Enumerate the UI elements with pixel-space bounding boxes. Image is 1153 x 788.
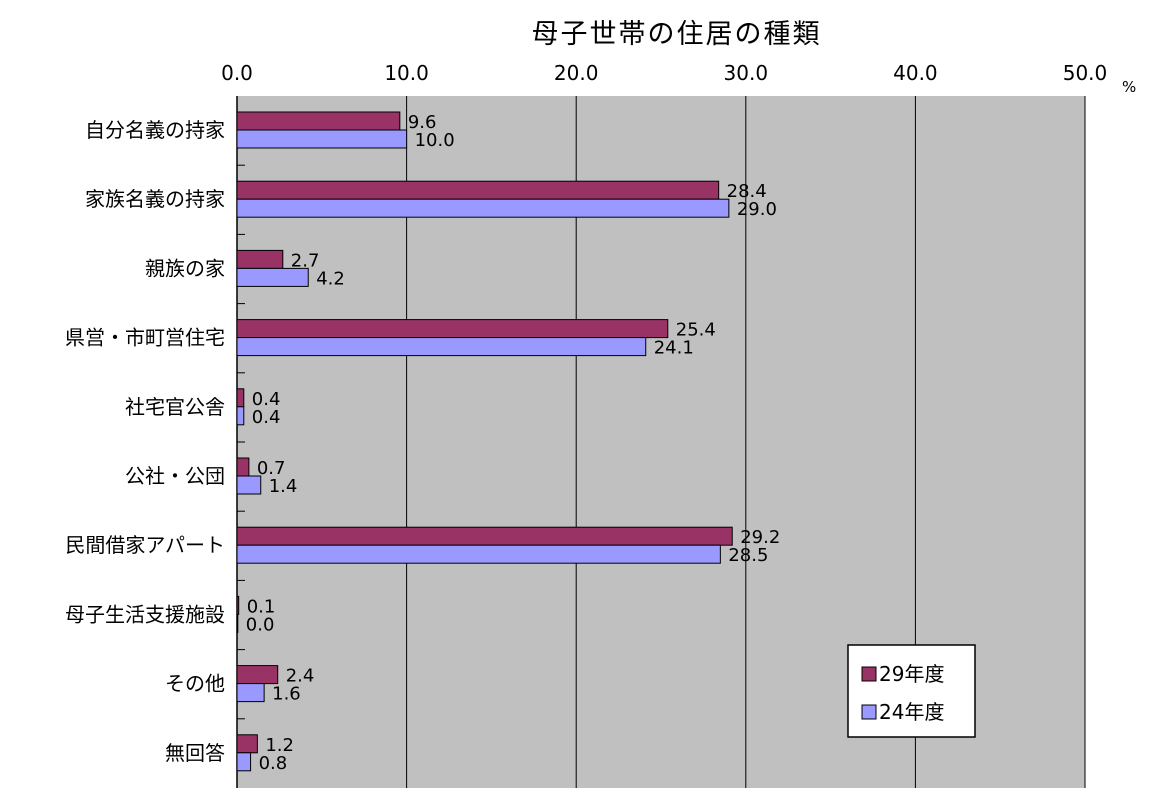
legend: 29年度 24年度 [847, 644, 976, 738]
legend-entry: 24年度 [879, 700, 944, 724]
bar [236, 665, 279, 685]
data-label: 25.4 [676, 320, 716, 341]
data-label: 1.4 [269, 476, 298, 497]
bar [236, 613, 239, 633]
bar [236, 526, 733, 546]
x-tick-label: 20.0 [554, 61, 599, 85]
chart-title: 母子世帯の住居の種類 [531, 19, 822, 50]
bar [236, 544, 721, 564]
data-label: 9.6 [408, 112, 437, 133]
data-label: 28.5 [728, 545, 768, 566]
category-label: 自分名義の持家 [85, 118, 225, 142]
bar [236, 595, 240, 615]
category-label: 家族名義の持家 [85, 187, 225, 211]
x-tick-label: 10.0 [384, 61, 429, 85]
category-labels: 自分名義の持家家族名義の持家親族の家県営・市町営住宅社宅官公舎公社・公団民間借家… [65, 118, 225, 765]
bar [236, 180, 720, 200]
category-label: 民間借家アパート [65, 533, 225, 557]
x-tick-label: 50.0 [1063, 61, 1108, 85]
data-label: 28.4 [727, 181, 767, 202]
bar [236, 198, 730, 218]
x-tick-label: 30.0 [724, 61, 769, 85]
legend-box [847, 644, 976, 738]
data-label: 0.8 [259, 753, 288, 774]
category-label: 県営・市町営住宅 [65, 326, 225, 350]
bar [236, 388, 245, 408]
bar [236, 129, 408, 149]
bar [236, 475, 262, 495]
data-label: 4.2 [316, 268, 345, 289]
category-label: 無回答 [165, 741, 225, 765]
legend-entry: 29年度 [879, 662, 944, 686]
bar [236, 267, 309, 287]
bar [236, 683, 265, 703]
data-label: 0.1 [247, 596, 276, 617]
data-label: 0.0 [246, 614, 275, 635]
data-labels: 9.610.028.429.02.74.225.424.10.40.40.71.… [246, 112, 781, 774]
category-label: 社宅官公舎 [125, 395, 225, 419]
data-label: 2.4 [286, 666, 315, 687]
data-label: 1.2 [265, 735, 294, 756]
legend-swatch [861, 704, 877, 720]
data-label: 24.1 [654, 338, 694, 359]
category-label: 母子生活支援施設 [65, 602, 225, 626]
x-tick-label: 40.0 [893, 61, 938, 85]
data-label: 29.2 [740, 527, 780, 548]
bar [236, 734, 258, 754]
bar [236, 111, 401, 131]
bar [236, 337, 647, 357]
bar [236, 752, 252, 772]
data-label: 0.4 [252, 407, 281, 428]
category-label: 親族の家 [145, 256, 225, 280]
data-label: 2.7 [291, 250, 320, 271]
bars [236, 111, 733, 772]
bar [236, 249, 284, 269]
x-axis-ticks: 0.0 10.0 20.0 30.0 40.0 50.0 [221, 61, 1107, 85]
bar [236, 457, 250, 477]
bar [236, 406, 245, 426]
category-label: その他 [165, 672, 225, 696]
category-label: 公社・公団 [125, 464, 225, 488]
bar [236, 319, 669, 339]
x-tick-label: 0.0 [221, 61, 253, 85]
data-label: 0.4 [252, 389, 281, 410]
data-label: 10.0 [415, 130, 455, 151]
data-label: 1.6 [272, 684, 301, 705]
data-label: 0.7 [257, 458, 286, 479]
data-label: 29.0 [737, 199, 777, 220]
legend-swatch [861, 666, 877, 682]
unit-label: % [1122, 78, 1136, 96]
